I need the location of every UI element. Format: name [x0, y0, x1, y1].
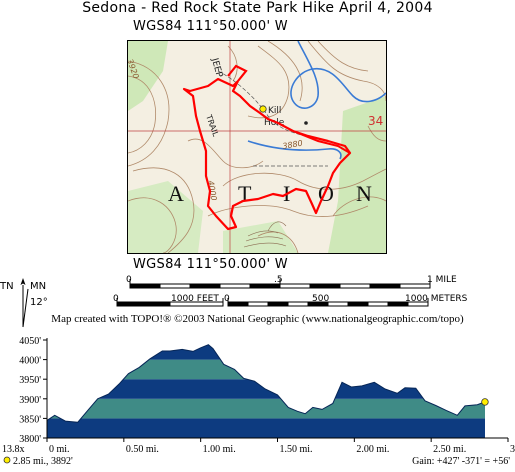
y-tick-label: 3800' — [19, 434, 41, 445]
scale-meter-label: 1000 METERS — [405, 294, 468, 304]
elevation-gain: Gain: +427' -371' = +56' — [412, 456, 510, 467]
y-tick-label: 3850' — [19, 414, 41, 425]
page-title: Sedona - Red Rock State Park Hike April … — [82, 0, 433, 16]
region-letter: N — [356, 181, 372, 206]
scale-meter-label: 0 — [224, 294, 230, 304]
vegetation-area — [223, 221, 298, 253]
vegetation-area — [128, 181, 203, 253]
elevation-line — [46, 344, 486, 423]
x-tick-label: 0.50 mi. — [126, 444, 159, 455]
map-credit: Map created with TOPO!® ©2003 National G… — [51, 313, 464, 325]
current-position-marker — [259, 105, 267, 113]
scale-bars: 0 .5 1 MILE 0 1000 FEET 0 500 1000 METER… — [113, 275, 468, 307]
x-tick-label: 1.00 mi. — [203, 444, 236, 455]
cursor-readout: 2.85 mi., 3892' — [13, 456, 73, 467]
cursor-marker-icon — [3, 456, 11, 464]
x-tick-label: 3.00 mi. — [510, 444, 515, 455]
section-number: 34 — [368, 114, 383, 128]
north-star-icon — [20, 278, 26, 285]
feature-label-kill: Kill — [268, 106, 281, 116]
elevation-band — [47, 344, 485, 360]
topo-map-graphic: A T I O N 3920 3880 4000 JEEP TRAIL Kill… — [128, 41, 386, 253]
magnetic-north-label: MN — [30, 281, 46, 292]
scale-meter-label: 500 — [312, 294, 329, 304]
landmark-dot — [304, 121, 308, 125]
declination-label: 12° — [30, 297, 48, 308]
elevation-band — [47, 379, 485, 399]
scale-mile-label: .5 — [274, 275, 283, 285]
elevation-area — [47, 344, 485, 438]
x-tick-label: 2.00 mi. — [356, 444, 389, 455]
scale-feet-label: 1000 FEET — [171, 294, 219, 304]
scale-mile-label: 0 — [126, 275, 132, 285]
cliff-hatching — [243, 221, 287, 248]
scale-mile-label: 1 MILE — [427, 275, 457, 285]
x-tick-label: 0 mi. — [49, 444, 70, 455]
elevation-profile-chart[interactable]: 3800' 3850' 3900' 3950' 4000' 4050' 0 mi. 0.50 … — [0, 330, 515, 472]
north-arrow: TN MN 12° — [0, 278, 48, 328]
creek — [247, 41, 386, 160]
profile-position-marker — [481, 398, 489, 406]
y-tick-label: 3950' — [19, 375, 41, 386]
section-lines — [128, 41, 386, 253]
y-tick-label: 4050' — [19, 336, 41, 347]
elevation-band — [47, 359, 485, 380]
elevation-band — [47, 418, 485, 438]
datum-label-top: WGS84 111°50.000' W — [133, 19, 288, 34]
elevation-band — [47, 398, 485, 419]
contour-lines — [128, 41, 386, 253]
y-tick-label: 4000' — [19, 356, 41, 367]
x-tick-label: 2.50 mi. — [433, 444, 466, 455]
x-tick-label: 1.50 mi. — [280, 444, 313, 455]
true-north-label: TN — [0, 281, 14, 292]
vegetation-area — [128, 41, 168, 111]
vegetation-area — [328, 96, 386, 253]
y-tick-label: 3900' — [19, 395, 41, 406]
datum-label-bottom: WGS84 111°50.000' W — [133, 257, 288, 272]
zoom-level: 13.8x — [2, 444, 25, 455]
topo-map[interactable]: A T I O N 3920 3880 4000 JEEP TRAIL Kill… — [127, 40, 387, 254]
region-letter: A — [168, 181, 184, 206]
hike-route — [182, 77, 352, 231]
feature-label-hole: Hole — [264, 118, 285, 128]
contour-label: 3880 — [282, 139, 304, 151]
scale-feet-label: 0 — [113, 294, 119, 304]
